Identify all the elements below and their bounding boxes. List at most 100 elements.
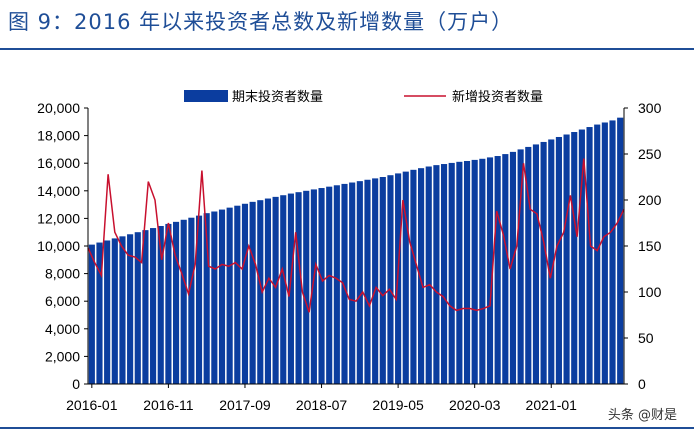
legend: 期末投资者数量 新增投资者数量 bbox=[184, 89, 543, 105]
y-right-tick-label: 150 bbox=[638, 238, 662, 254]
y-right-tick-label: 300 bbox=[638, 100, 662, 116]
bar-66 bbox=[594, 124, 601, 384]
bar-41 bbox=[402, 171, 409, 384]
y-right-tick-label: 200 bbox=[638, 192, 662, 208]
bar-16 bbox=[211, 211, 218, 384]
bar-series bbox=[88, 117, 624, 385]
x-tick-label: 2016-11 bbox=[143, 397, 194, 413]
bar-33 bbox=[341, 183, 348, 384]
x-tick-label: 2018-07 bbox=[296, 397, 348, 413]
x-tick-label: 2016-01 bbox=[66, 397, 118, 413]
bar-4 bbox=[119, 236, 126, 384]
bar-34 bbox=[349, 182, 356, 384]
bar-23 bbox=[264, 198, 272, 384]
bar-13 bbox=[188, 217, 195, 384]
bar-19 bbox=[234, 205, 241, 384]
bar-1 bbox=[96, 242, 103, 384]
bar-0 bbox=[88, 244, 95, 384]
line-series bbox=[87, 158, 625, 313]
bar-26 bbox=[287, 193, 294, 384]
bar-17 bbox=[218, 209, 226, 384]
bar-22 bbox=[257, 200, 264, 384]
y-right-tick-label: 250 bbox=[638, 146, 662, 162]
bar-32 bbox=[333, 185, 340, 384]
bar-48 bbox=[456, 161, 463, 384]
y-left-tick-label: 4,000 bbox=[45, 321, 80, 337]
bar-10 bbox=[165, 223, 172, 384]
bar-31 bbox=[326, 186, 333, 384]
legend-line-label: 新增投资者数量 bbox=[452, 89, 543, 105]
y-right-tick-label: 100 bbox=[638, 284, 662, 300]
bar-43 bbox=[418, 168, 425, 384]
bar-57 bbox=[525, 146, 532, 384]
bar-6 bbox=[134, 232, 141, 384]
bar-2 bbox=[104, 240, 111, 384]
bar-55 bbox=[509, 151, 517, 384]
bar-67 bbox=[601, 122, 608, 385]
y-left-tick-label: 6,000 bbox=[45, 293, 80, 309]
y-left-tick-label: 12,000 bbox=[37, 210, 80, 226]
bar-12 bbox=[180, 219, 187, 384]
investor-chart: 0 2,000 4,000 6,000 8,000 10,000 12,000 14,000 1… bbox=[37, 89, 661, 413]
bar-37 bbox=[372, 178, 379, 384]
bar-18 bbox=[226, 207, 233, 384]
bar-11 bbox=[172, 221, 180, 384]
axes: 0 2,000 4,000 6,000 8,000 10,000 12,000 14,000 1… bbox=[37, 100, 661, 413]
bar-69 bbox=[617, 117, 624, 384]
bar-63 bbox=[571, 132, 578, 384]
bar-60 bbox=[548, 139, 555, 384]
bar-35 bbox=[356, 181, 363, 384]
y-right-tick-label: 0 bbox=[638, 376, 646, 392]
bar-20 bbox=[241, 203, 249, 384]
bar-27 bbox=[295, 192, 302, 384]
bar-46 bbox=[440, 164, 448, 384]
y-left-tick-label: 14,000 bbox=[37, 183, 80, 199]
bar-5 bbox=[127, 234, 134, 384]
bar-7 bbox=[142, 230, 149, 384]
chart-title: 图 9：2016 年以来投资者总数及新增数量（万户） bbox=[8, 10, 514, 34]
bar-29 bbox=[310, 189, 317, 384]
x-tick-label: 2019-05 bbox=[372, 397, 424, 413]
bar-68 bbox=[609, 120, 616, 385]
legend-bar-swatch bbox=[184, 90, 228, 102]
bar-47 bbox=[448, 162, 455, 384]
bar-3 bbox=[111, 238, 118, 384]
bar-51 bbox=[479, 158, 486, 384]
bar-42 bbox=[410, 169, 417, 384]
bar-49 bbox=[463, 160, 471, 384]
bar-54 bbox=[502, 154, 509, 384]
footer-divider bbox=[0, 427, 694, 429]
bar-65 bbox=[586, 127, 593, 384]
y-left-tick-label: 10,000 bbox=[37, 238, 80, 254]
bar-36 bbox=[364, 179, 371, 384]
bar-38 bbox=[379, 177, 386, 384]
bar-28 bbox=[303, 190, 310, 384]
bar-39 bbox=[387, 175, 394, 384]
x-tick-label: 2017-09 bbox=[219, 397, 271, 413]
watermark: 头条 @财是 bbox=[604, 403, 680, 424]
y-left-tick-label: 8,000 bbox=[45, 266, 80, 282]
bar-58 bbox=[532, 144, 540, 384]
bar-59 bbox=[540, 141, 547, 384]
bar-24 bbox=[272, 196, 279, 384]
bar-45 bbox=[433, 165, 440, 384]
bar-25 bbox=[280, 195, 287, 384]
title-divider bbox=[0, 48, 694, 50]
bar-21 bbox=[249, 201, 256, 384]
x-tick-label: 2021-01 bbox=[526, 397, 578, 413]
bar-53 bbox=[494, 156, 501, 384]
bar-30 bbox=[318, 188, 325, 384]
y-left-tick-label: 18,000 bbox=[37, 128, 80, 144]
bar-62 bbox=[563, 134, 570, 384]
bar-52 bbox=[486, 157, 494, 384]
y-right-tick-label: 50 bbox=[638, 330, 654, 346]
y-left-tick-label: 0 bbox=[72, 376, 80, 392]
y-left-tick-label: 16,000 bbox=[37, 155, 80, 171]
bar-56 bbox=[517, 149, 524, 384]
bar-64 bbox=[578, 129, 585, 384]
line-path bbox=[87, 158, 625, 313]
bar-50 bbox=[471, 159, 478, 384]
bar-44 bbox=[425, 166, 432, 384]
legend-bar-label: 期末投资者数量 bbox=[232, 89, 323, 105]
bar-61 bbox=[555, 136, 562, 384]
